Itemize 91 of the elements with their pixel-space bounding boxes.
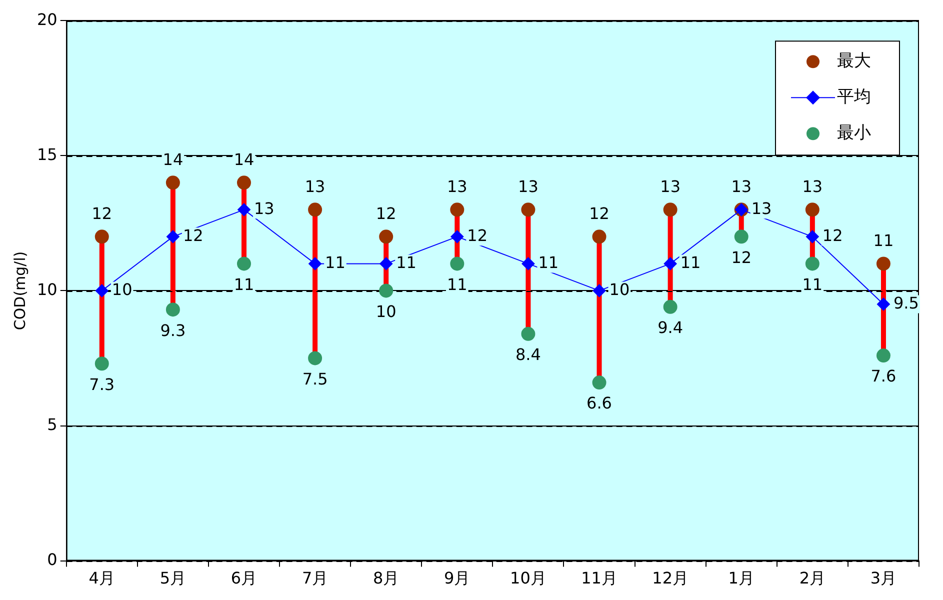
data-label: 9.5 [893, 293, 919, 312]
point [734, 230, 748, 244]
y-tick-label: 10 [37, 280, 58, 299]
point [521, 202, 536, 217]
x-tick-label: 9月 [444, 568, 470, 588]
data-label: 11 [396, 252, 416, 272]
point [450, 256, 464, 271]
x-tick-label: 12月 [652, 568, 688, 588]
point [592, 230, 606, 244]
data-label: 12 [731, 248, 752, 267]
data-label: 13 [802, 176, 823, 196]
x-tick-label: 2月 [799, 568, 826, 588]
data-label: 14 [162, 150, 184, 169]
data-label: 7.6 [870, 366, 896, 386]
point [663, 202, 678, 217]
point [95, 284, 108, 298]
point [380, 257, 393, 270]
data-label: 7.3 [89, 374, 115, 394]
data-label: 12 [822, 226, 843, 245]
x-tick-label: 7月 [302, 568, 328, 588]
point [876, 298, 890, 311]
data-label: 14 [234, 150, 254, 169]
y-tick-label: 20 [37, 10, 58, 29]
point [308, 351, 322, 366]
data-label: 13 [254, 198, 274, 218]
y-axis-title: COD(mg/l) [10, 251, 29, 330]
legend-label: 平均 [837, 87, 871, 108]
point [379, 284, 394, 298]
y-tick-label: 5 [47, 414, 58, 434]
data-label: 7.5 [302, 369, 328, 388]
x-tick-label: 1月 [728, 568, 754, 588]
legend-label: 最小 [837, 123, 871, 144]
x-tick-label: 8月 [373, 568, 400, 588]
data-label: 11 [538, 252, 559, 272]
legend-label: 最大 [837, 51, 871, 72]
point [522, 257, 535, 270]
data-label: 13 [304, 176, 326, 196]
data-label: 10 [376, 302, 396, 321]
data-label: 12 [92, 204, 112, 223]
x-tick-label: 5月 [160, 568, 186, 588]
point [805, 256, 820, 271]
point [450, 230, 464, 244]
point [592, 376, 606, 390]
data-label: 11 [234, 274, 254, 294]
x-tick-label: 6月 [230, 568, 258, 588]
y-tick-label: 0 [47, 550, 58, 569]
point [308, 202, 322, 217]
x-tick-label: 10月 [510, 568, 546, 588]
point [94, 356, 109, 371]
data-label: 6.6 [586, 394, 612, 413]
x-tick-label: 3月 [870, 568, 897, 588]
data-label: 11 [446, 274, 468, 294]
data-label: 11 [873, 230, 894, 250]
data-label: 12 [467, 226, 488, 245]
data-label: 9.4 [658, 318, 684, 338]
x-tick-label: 4月 [88, 568, 115, 588]
data-label: 9.3 [160, 320, 186, 340]
point [166, 176, 180, 190]
point [166, 230, 180, 244]
point [805, 202, 820, 217]
y-tick-label: 15 [37, 144, 58, 164]
data-label: 13 [731, 176, 752, 196]
point [521, 326, 536, 341]
point [236, 176, 251, 190]
data-label: 10 [112, 280, 132, 299]
data-label: 10 [609, 280, 630, 299]
point [592, 284, 606, 298]
data-label: 13 [446, 176, 468, 196]
point [237, 203, 250, 216]
point [664, 257, 677, 270]
point [236, 256, 251, 271]
point [663, 300, 678, 314]
x-tick-label: 11月 [581, 568, 618, 588]
data-label: 8.4 [515, 345, 541, 364]
point [876, 348, 890, 363]
data-label: 12 [182, 226, 204, 245]
data-label: 11 [680, 252, 701, 272]
data-label: 13 [518, 176, 538, 196]
data-label: 11 [325, 252, 346, 272]
point [308, 257, 322, 270]
data-label: 11 [802, 274, 823, 294]
point [450, 202, 464, 217]
data-label: 13 [751, 198, 772, 218]
data-label: 12 [376, 204, 396, 223]
point [94, 230, 109, 244]
point [379, 230, 394, 244]
point [806, 230, 819, 244]
point [876, 256, 890, 271]
data-label: 13 [660, 176, 680, 196]
point [166, 302, 180, 317]
data-label: 12 [589, 204, 610, 223]
